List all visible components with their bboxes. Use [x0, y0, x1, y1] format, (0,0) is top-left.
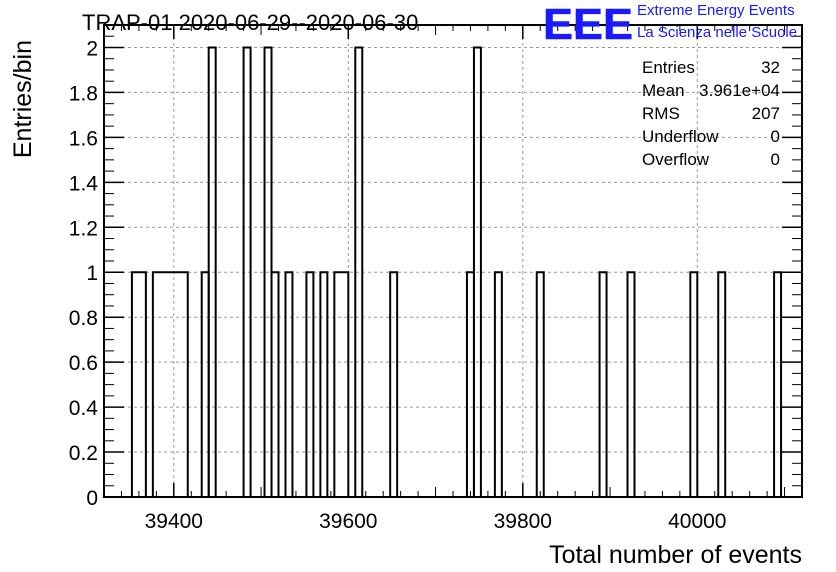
- histogram-bin: [472, 46, 482, 497]
- histogram-bin: [242, 46, 252, 497]
- eee-logo: EEE: [543, 2, 633, 42]
- histogram-bin: [773, 271, 783, 497]
- histogram-bin: [305, 271, 315, 497]
- stats-value: 32: [761, 58, 780, 77]
- histogram-bin: [689, 271, 699, 497]
- histogram-bin: [717, 271, 727, 497]
- histogram-bin: [319, 271, 329, 497]
- stats-value: 207: [751, 104, 780, 123]
- stats-row-mean: Mean 3.961e+04: [642, 81, 780, 104]
- eee-logo-letters: EEE: [543, 2, 633, 42]
- histogram-bin: [626, 271, 636, 497]
- stats-row-underflow: Underflow 0: [642, 127, 780, 150]
- y-tick-label: 0.2: [69, 442, 98, 465]
- stats-value: 3.961e+04: [699, 81, 780, 100]
- stats-label: RMS: [642, 104, 680, 123]
- tick-labels: 39400 39600 39800 40000 0 0.2 0.4 0.6 0.8 1 1.2 1.4…: [69, 37, 727, 533]
- histogram-bin: [284, 271, 294, 497]
- y-tick-label: 1: [86, 262, 98, 285]
- histogram-bins: [130, 46, 783, 497]
- logo-line-2: La Scienza nelle Scuole: [637, 24, 798, 41]
- histogram-bin: [465, 271, 475, 497]
- histogram-bin: [493, 271, 503, 497]
- y-tick-label: 1.6: [69, 127, 98, 150]
- stats-label: Mean: [642, 81, 685, 100]
- histogram-bin: [535, 271, 545, 497]
- histogram-bin: [151, 271, 189, 497]
- histogram-bin: [598, 271, 608, 497]
- histogram-bin: [200, 271, 210, 497]
- stats-value: 0: [770, 127, 780, 146]
- logo-line-1: Extreme Energy Events: [637, 2, 795, 19]
- stats-label: Entries: [642, 58, 695, 77]
- y-tick-label: 1.4: [69, 172, 99, 195]
- y-tick-label: 1.8: [69, 82, 98, 105]
- chart-title: TRAP-01 2020-06-29--2020-06-30: [82, 10, 419, 35]
- x-tick-label: 39800: [494, 510, 552, 533]
- x-tick-label: 39400: [145, 510, 203, 533]
- stats-row-entries: Entries 32: [642, 58, 780, 81]
- stats-row-overflow: Overflow 0: [642, 150, 780, 173]
- stats-box: Entries 32 Mean 3.961e+04 RMS 207 Underf…: [642, 58, 780, 173]
- stats-label: Underflow: [642, 127, 719, 146]
- y-tick-label: 0.4: [69, 397, 99, 420]
- histogram-bin: [389, 271, 399, 497]
- x-tick-label: 39600: [319, 510, 377, 533]
- histogram-bin: [207, 46, 217, 497]
- histogram-bin: [354, 46, 364, 497]
- axis-ticks: [103, 25, 803, 498]
- y-axis-label: Entries/bin: [9, 40, 37, 158]
- histogram-bin: [130, 271, 147, 497]
- y-tick-label: 2: [86, 37, 98, 60]
- stats-row-rms: RMS 207: [642, 104, 780, 127]
- histogram-bin: [333, 271, 350, 497]
- y-tick-label: 0.8: [69, 307, 98, 330]
- x-axis-label: Total number of events: [549, 541, 802, 569]
- histogram-bin: [270, 271, 280, 497]
- y-tick-label: 0: [86, 487, 98, 510]
- y-tick-label: 0.6: [69, 352, 98, 375]
- stats-value: 0: [770, 150, 780, 169]
- x-tick-label: 40000: [668, 510, 726, 533]
- y-tick-label: 1.2: [69, 217, 98, 240]
- stats-label: Overflow: [642, 150, 710, 169]
